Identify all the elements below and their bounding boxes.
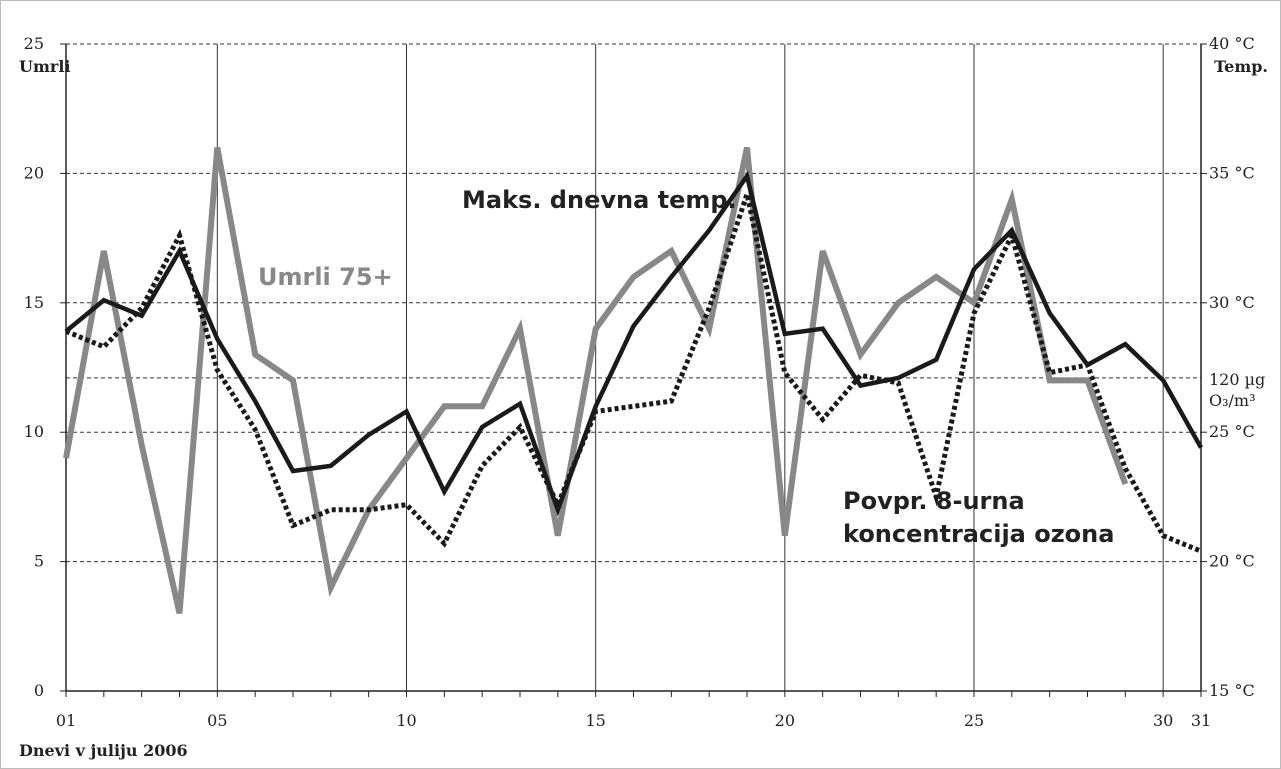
ozone-threshold-unit: O₃/m³ bbox=[1209, 391, 1256, 410]
annotation-umrli-75: Umrli 75+ bbox=[258, 263, 393, 291]
series-line-0 bbox=[63, 146, 1129, 615]
ozone-threshold-label: 120 µg bbox=[1209, 370, 1265, 389]
annotation-ozone-line1: Povpr. 8-urna bbox=[843, 487, 1025, 515]
x-tick-label: 05 bbox=[207, 711, 227, 730]
y-right-tick-label: 40 °C bbox=[1209, 34, 1255, 53]
x-axis-title: Dnevi v juliju 2006 bbox=[19, 741, 188, 760]
y-right-tick-label: 25 °C bbox=[1209, 422, 1255, 441]
annotation-max-temp: Maks. dnevna temp. bbox=[462, 186, 737, 214]
annotation-ozone-line2: koncentracija ozona bbox=[843, 520, 1114, 548]
y-right-tick-label: 35 °C bbox=[1209, 163, 1255, 182]
series-lines bbox=[63, 146, 1203, 615]
y-left-tick-label: 20 bbox=[24, 163, 44, 182]
y-left-tick-label: 5 bbox=[34, 552, 44, 571]
y-right-tick-label: 30 °C bbox=[1209, 293, 1255, 312]
y-right-tick-label: 15 °C bbox=[1209, 681, 1255, 700]
y-left-tick-label: 10 bbox=[24, 422, 44, 441]
y-right-tick-label: 20 °C bbox=[1209, 552, 1255, 571]
y-left-tick-label: 25 bbox=[24, 34, 44, 53]
x-tick-label: 10 bbox=[396, 711, 416, 730]
y-right-axis-title: Temp. bbox=[1214, 57, 1268, 76]
x-tick-label: 25 bbox=[964, 711, 984, 730]
x-tick-label: 15 bbox=[585, 711, 605, 730]
series-line-1 bbox=[64, 170, 1203, 517]
y-left-tick-label: 15 bbox=[24, 293, 44, 312]
x-tick-label: 01 bbox=[56, 711, 76, 730]
y-left-axis-title: Umrli bbox=[19, 57, 70, 76]
x-tick-label: 30 bbox=[1153, 711, 1173, 730]
y-left-tick-label: 0 bbox=[34, 681, 44, 700]
x-tick-label: 20 bbox=[775, 711, 795, 730]
x-tick-label: 31 bbox=[1191, 711, 1211, 730]
